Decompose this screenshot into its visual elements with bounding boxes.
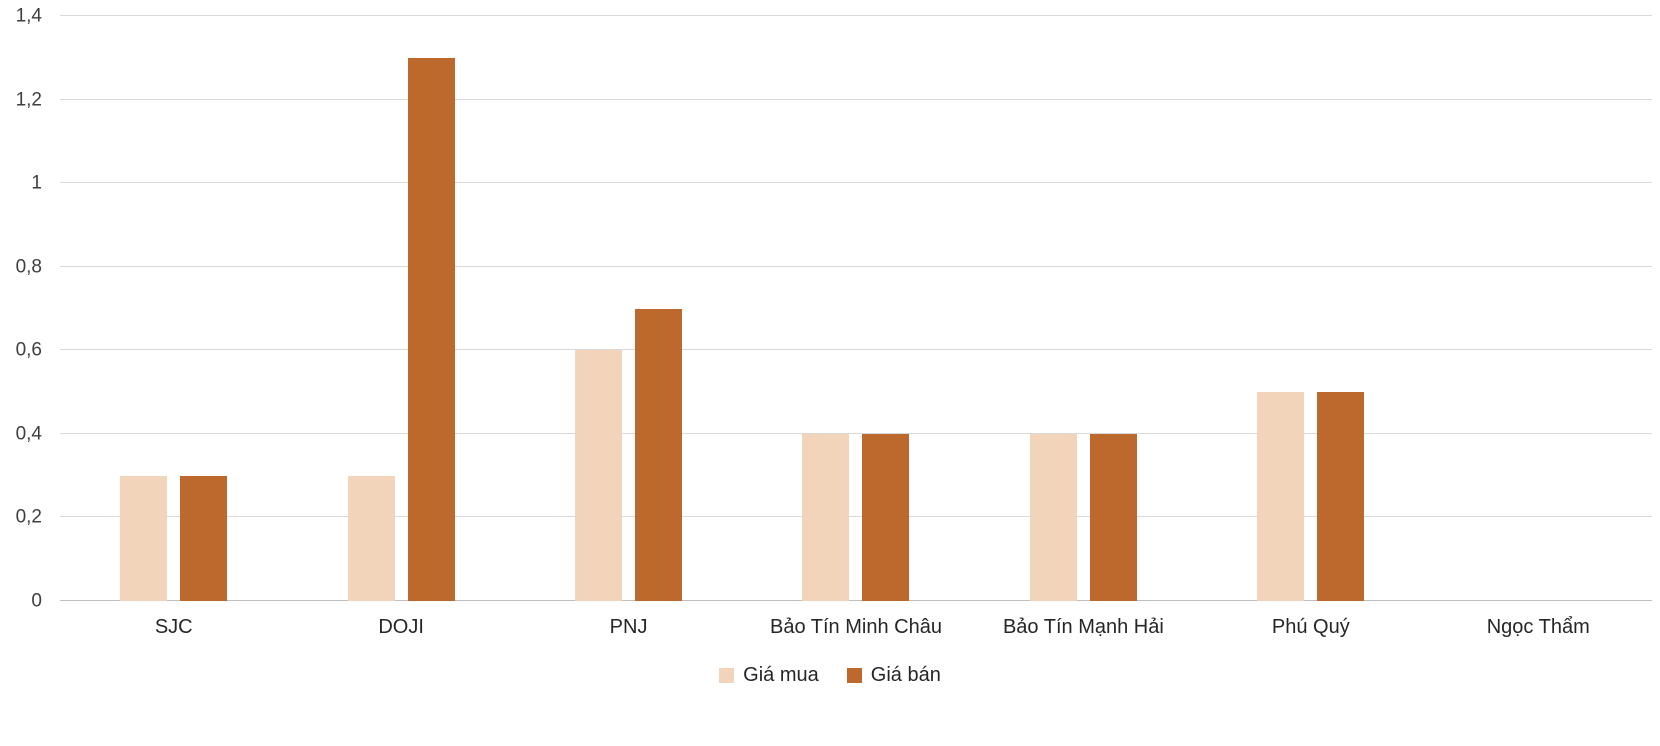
- y-tick-label: 0,2: [15, 506, 42, 528]
- gridline: [60, 265, 1652, 267]
- bar-gia-ban-phu-quy: [1317, 392, 1365, 601]
- bar-group-ngoc-tham: [1425, 16, 1652, 601]
- y-tick-label: 1,2: [15, 89, 42, 111]
- legend-item-gia-mua: Giá mua: [719, 664, 819, 687]
- x-label-bao-tin-manh-hai: Bảo Tín Mạnh Hải: [1002, 616, 1164, 638]
- y-tick-label: 1,4: [15, 5, 42, 27]
- bar-gia-ban-sjc: [180, 475, 228, 601]
- bar-group-doji: [287, 16, 514, 601]
- plot-area: [60, 15, 1652, 601]
- legend-item-gia-ban: Giá bán: [846, 664, 941, 687]
- x-label-bao-tin-minh-chau: Bảo Tín Minh Châu: [770, 616, 942, 638]
- bar-gia-mua-bao-tin-manh-hai: [1029, 433, 1077, 601]
- bar-group-pnj: [515, 16, 742, 601]
- gridlines: [60, 15, 1652, 601]
- gridline: [60, 98, 1652, 100]
- y-tick-label: 0,6: [15, 339, 42, 361]
- bar-gia-ban-bao-tin-minh-chau: [862, 433, 910, 601]
- bar-groups: [60, 16, 1652, 601]
- gridline: [60, 15, 1652, 16]
- x-label-doji: DOJI: [378, 616, 424, 638]
- gridline: [60, 182, 1652, 184]
- gridline: [60, 349, 1652, 351]
- y-axis: 0 0,2 0,4 0,6 0,8 1 1,2 1,4: [0, 7, 50, 611]
- gridline: [60, 432, 1652, 434]
- bar-gia-mua-pnj: [575, 350, 623, 601]
- x-label-ngoc-tham: Ngọc Thẩm: [1486, 616, 1590, 638]
- gridline: [60, 516, 1652, 518]
- bar-group-bao-tin-manh-hai: [970, 16, 1197, 601]
- x-label-pnj: PNJ: [609, 616, 648, 638]
- y-tick-label: 1: [31, 172, 42, 194]
- bar-group-phu-quy: [1197, 16, 1424, 601]
- bar-gia-mua-phu-quy: [1257, 392, 1305, 601]
- bar-gia-mua-doji: [347, 475, 395, 601]
- legend-label-gia-ban: Giá bán: [870, 664, 941, 686]
- y-tick-label: 0: [31, 590, 42, 612]
- y-tick-label: 0,4: [15, 423, 42, 445]
- bar-gia-ban-pnj: [635, 308, 683, 601]
- legend-label-gia-mua: Giá mua: [743, 664, 819, 686]
- y-tick-label: 0,8: [15, 256, 42, 278]
- x-label-sjc: SJC: [154, 616, 193, 638]
- bar-group-bao-tin-minh-chau: [742, 16, 969, 601]
- legend-swatch-gia-ban: [846, 668, 862, 683]
- bar-group-sjc: [60, 16, 287, 601]
- x-axis: SJC DOJI PNJ Bảo Tín Minh Châu Bảo Tín Mạnh …: [60, 616, 1652, 639]
- bar-gia-ban-bao-tin-manh-hai: [1089, 433, 1137, 601]
- bar-gia-ban-doji: [407, 57, 455, 601]
- legend-swatch-gia-mua: [719, 668, 735, 683]
- x-axis-line: [60, 600, 1652, 601]
- bar-gia-mua-bao-tin-minh-chau: [802, 433, 850, 601]
- legend: Giá mua Giá bán: [0, 664, 1660, 687]
- x-label-phu-quy: Phú Quý: [1271, 616, 1350, 638]
- bar-gia-mua-sjc: [120, 475, 168, 601]
